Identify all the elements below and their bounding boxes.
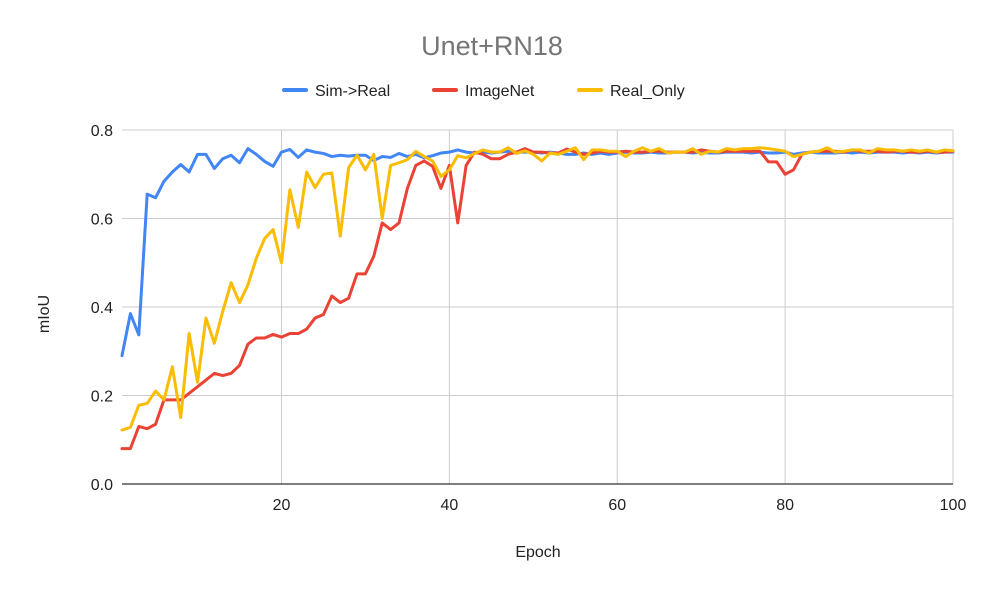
- y-tick-label: 0.4: [91, 300, 113, 317]
- series-group: [120, 146, 955, 451]
- legend-item: Real_Only: [577, 83, 685, 100]
- x-tick-label: 60: [608, 497, 626, 514]
- y-axis-label: mIoU: [36, 295, 53, 333]
- y-tick-label: 0.6: [91, 212, 113, 229]
- x-tick-label: 100: [940, 497, 967, 514]
- series-line-real-only: [120, 146, 955, 432]
- legend-label: Sim->Real: [315, 83, 390, 100]
- x-tick-label: 20: [273, 497, 291, 514]
- tick-labels: 0.0 0.2 0.4 0.6 0.8 20 40 60 80 100: [91, 123, 967, 514]
- y-tick-label: 0.2: [91, 389, 113, 406]
- legend-label: Real_Only: [610, 83, 685, 100]
- y-tick-label: 0.0: [91, 477, 113, 494]
- series-line-imagenet: [120, 147, 955, 451]
- grid: [122, 129, 954, 485]
- chart-title: Unet+RN18: [421, 31, 563, 61]
- series-line-sim-real: [120, 147, 955, 358]
- y-tick-label: 0.8: [91, 123, 113, 140]
- x-tick-label: 80: [776, 497, 794, 514]
- x-axis-label: Epoch: [515, 544, 560, 561]
- legend-label: ImageNet: [465, 83, 535, 100]
- x-tick-label: 40: [440, 497, 458, 514]
- legend: Sim->Real ImageNet Real_Only: [282, 83, 685, 100]
- legend-item: ImageNet: [432, 83, 535, 100]
- legend-item: Sim->Real: [282, 83, 390, 100]
